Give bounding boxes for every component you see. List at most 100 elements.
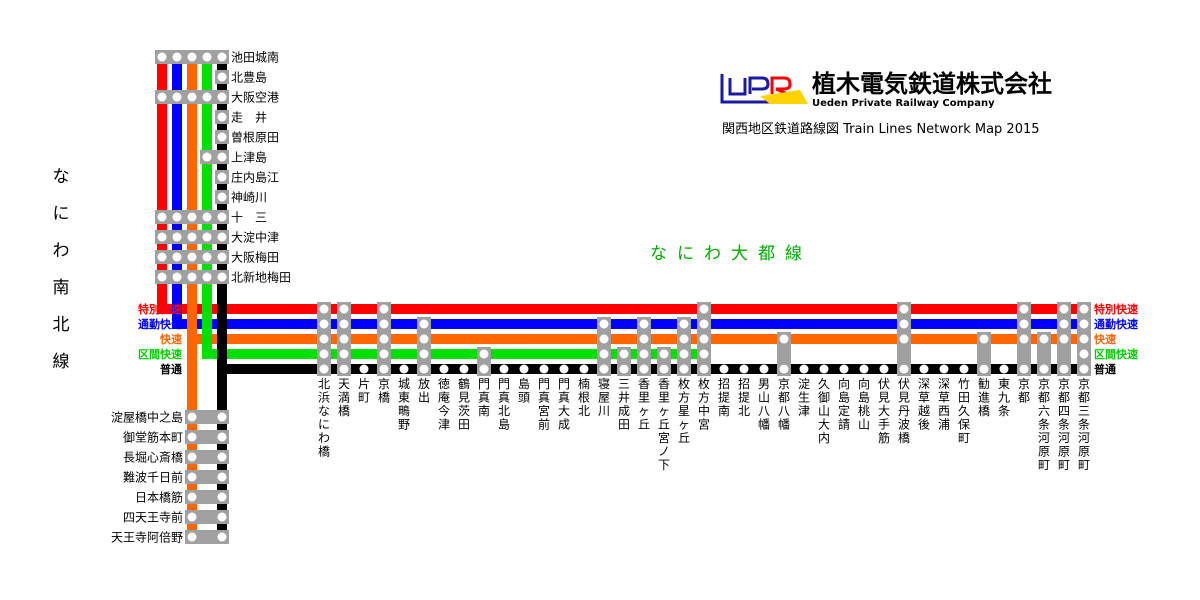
stop-box <box>1037 332 1051 376</box>
station-east-stop[interactable] <box>439 364 449 374</box>
station-east-stop[interactable] <box>1057 302 1071 376</box>
station-north-stop[interactable] <box>155 230 229 244</box>
station-name-east: 楠根北 <box>578 376 590 418</box>
station-south-stop[interactable] <box>185 470 229 484</box>
svg-text:東: 東 <box>998 377 1010 391</box>
daito-line-name: なにわ大都線 <box>650 244 812 264</box>
station-east-stop[interactable] <box>1017 302 1031 376</box>
station-east-stop[interactable] <box>897 302 911 376</box>
station-south-stop[interactable] <box>185 530 229 544</box>
station-north-stop[interactable] <box>215 110 229 124</box>
stop-dot <box>217 212 227 222</box>
svg-text:生: 生 <box>798 391 810 405</box>
svg-text:大: 大 <box>818 418 830 432</box>
station-east-stop[interactable] <box>637 317 651 376</box>
station-east-stop[interactable] <box>499 364 509 374</box>
station-east-stop[interactable] <box>477 347 491 376</box>
svg-text:京: 京 <box>1058 377 1070 391</box>
svg-text:宮: 宮 <box>698 417 710 432</box>
station-east-stop[interactable] <box>759 364 769 374</box>
station-north-stop[interactable] <box>155 90 229 104</box>
station-east-stop[interactable] <box>559 364 569 374</box>
station-east-stop[interactable] <box>719 364 729 374</box>
station-east-stop[interactable] <box>939 364 949 374</box>
svg-text:真: 真 <box>478 391 490 405</box>
station-east-stop[interactable] <box>539 364 549 374</box>
svg-text:伏: 伏 <box>898 377 910 391</box>
stop-dot <box>839 364 849 374</box>
station-east-stop[interactable] <box>999 364 1009 374</box>
station-north-stop[interactable] <box>215 170 229 184</box>
svg-text:御: 御 <box>818 390 830 405</box>
station-east-stop[interactable] <box>977 332 991 376</box>
station-east-stop[interactable] <box>399 364 409 374</box>
station-east-stop[interactable] <box>459 364 469 374</box>
station-east-stop[interactable] <box>579 364 589 374</box>
station-east-stop[interactable] <box>697 302 711 376</box>
station-east-stop[interactable] <box>677 317 691 376</box>
station-east-stop[interactable] <box>417 317 431 376</box>
station-name-east: 京都 <box>1018 377 1030 405</box>
svg-text:わ: わ <box>318 431 330 445</box>
stop-dot <box>1079 319 1089 329</box>
station-east-stop[interactable] <box>777 332 791 376</box>
station-name-south: 淀屋橋中之島 <box>111 410 183 425</box>
station-east-stop[interactable] <box>879 364 889 374</box>
station-east-stop[interactable] <box>617 347 631 376</box>
svg-text:内: 内 <box>818 431 830 445</box>
station-east-stop[interactable] <box>519 364 529 374</box>
stop-dot <box>1079 364 1089 374</box>
station-name-north: 走 井 <box>231 111 267 125</box>
svg-text:幡: 幡 <box>778 417 790 432</box>
svg-text:茨: 茨 <box>458 404 470 418</box>
stop-dot <box>919 364 929 374</box>
station-north-stop[interactable] <box>200 150 229 164</box>
station-south-stop[interactable] <box>185 410 229 424</box>
station-east-stop[interactable] <box>1037 332 1051 376</box>
stop-dot <box>157 252 167 262</box>
station-east-stop[interactable] <box>1077 302 1091 376</box>
station-east-stop[interactable] <box>919 364 929 374</box>
station-south-stop[interactable] <box>185 510 229 524</box>
station-east-stop[interactable] <box>377 302 391 376</box>
station-north-stop[interactable] <box>155 210 229 224</box>
station-south-stop[interactable] <box>185 490 229 504</box>
station-south-stop[interactable] <box>185 450 229 464</box>
station-east-stop[interactable] <box>859 364 869 374</box>
svg-text:わ: わ <box>53 241 70 261</box>
station-east-stop[interactable] <box>317 302 331 376</box>
station-east-stop[interactable] <box>739 364 749 374</box>
station-east-stop[interactable] <box>657 347 671 376</box>
station-east-stop[interactable] <box>597 317 611 376</box>
svg-text:桃: 桃 <box>858 403 870 418</box>
svg-text:真: 真 <box>498 391 510 405</box>
svg-text:久: 久 <box>818 377 830 391</box>
stop-dot <box>187 272 197 282</box>
stop-dot <box>187 232 197 242</box>
svg-text:都: 都 <box>1018 391 1030 405</box>
station-north-stop[interactable] <box>215 70 229 84</box>
svg-text:方: 方 <box>678 390 690 405</box>
station-east-stop[interactable] <box>359 364 369 374</box>
station-north-stop[interactable] <box>215 130 229 144</box>
station-east-stop[interactable] <box>337 302 351 376</box>
station-south-stop[interactable] <box>185 430 229 444</box>
station-north-stop[interactable] <box>155 270 229 284</box>
station-north-stop[interactable] <box>215 190 229 204</box>
station-north-stop[interactable] <box>155 250 229 264</box>
station-north-stop[interactable] <box>155 50 229 64</box>
station-east-stop[interactable] <box>959 364 969 374</box>
svg-text:出: 出 <box>418 391 430 405</box>
station-east-stop[interactable] <box>839 364 849 374</box>
stop-dot <box>539 364 549 374</box>
station-name-south: 天王寺阿倍野 <box>111 530 183 545</box>
stop-dot <box>187 512 197 522</box>
station-east-stop[interactable] <box>819 364 829 374</box>
svg-text:宮: 宮 <box>538 403 550 418</box>
stop-dot <box>202 92 212 102</box>
station-east-stop[interactable] <box>799 364 809 374</box>
